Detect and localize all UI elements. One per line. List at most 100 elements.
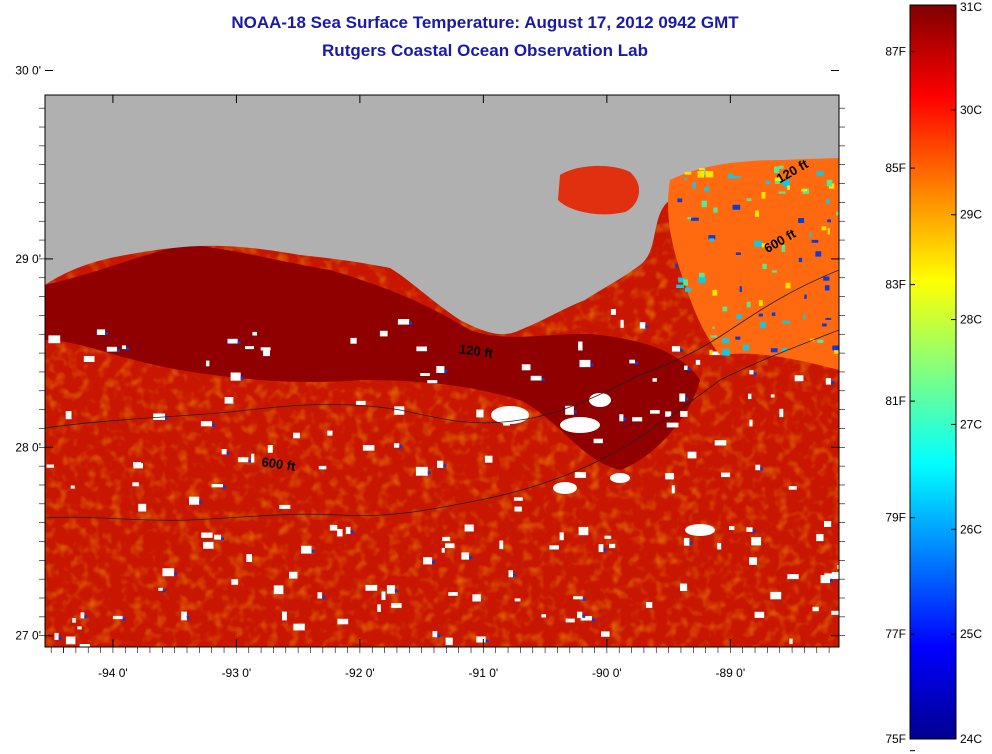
delta-patch (712, 326, 715, 329)
cloud-patch (593, 438, 603, 444)
cloud-patch (610, 473, 630, 483)
cloud-patch (671, 485, 675, 494)
delta-patch (713, 207, 718, 213)
cool-pixel (126, 347, 129, 351)
delta-patch (735, 252, 741, 255)
delta-patch (781, 244, 786, 252)
cloud-patch (246, 554, 252, 562)
delta-patch (675, 263, 678, 268)
delta-patch (771, 312, 776, 316)
colorbar-celsius-label: 30C (960, 103, 982, 117)
cloud-patch (289, 571, 298, 579)
cloud-patch (577, 611, 583, 619)
cloud-patch (711, 351, 722, 356)
cloud-patch (65, 411, 72, 420)
colorbar-celsius-label: 29C (960, 208, 982, 222)
colorbar-fahrenheit-label: 83F (885, 278, 906, 292)
cloud-patch (377, 604, 381, 612)
delta-patch (778, 165, 784, 169)
delta-patch (798, 218, 805, 223)
cloud-patch (646, 602, 653, 608)
delta-patch (677, 198, 683, 203)
cool-pixel (122, 617, 126, 621)
delta-patch (782, 320, 790, 324)
cloud-patch (629, 359, 635, 364)
delta-patch (834, 347, 839, 354)
mississippi-delta-warm-water (668, 158, 839, 370)
cloud-patch (420, 373, 430, 376)
cloud-patch (665, 473, 674, 480)
cloud-patch (746, 527, 753, 532)
delta-patch (822, 323, 827, 327)
cool-pixel (162, 589, 166, 593)
cloud-patch (549, 545, 559, 550)
delta-patch (800, 189, 807, 192)
cool-pixel (199, 500, 203, 504)
delta-cool-patches (675, 165, 839, 356)
cloud-patch (565, 618, 575, 623)
cool-pixel (226, 451, 230, 455)
cloud-patch (441, 547, 445, 553)
delta-patch (775, 240, 778, 244)
cool-pixel (623, 417, 627, 421)
cloud-patch (158, 587, 163, 591)
cloud-patch (639, 322, 646, 329)
cloud-patch (598, 544, 604, 553)
cool-pixel (240, 376, 244, 380)
delta-patch (821, 226, 827, 231)
delta-patch (758, 313, 763, 317)
cool-pixel (432, 560, 436, 564)
cloud-patch (230, 372, 241, 381)
delta-patch (772, 270, 777, 273)
cloud-patch (46, 464, 54, 468)
cloud-patch (687, 451, 697, 459)
cloud-patch (729, 526, 735, 530)
delta-patch (722, 306, 728, 312)
delta-patch (782, 179, 790, 186)
lon-tick-label: -93 0' (222, 666, 252, 680)
cloud-patch (379, 330, 388, 337)
cloud-patch (445, 543, 455, 549)
cloud-patch (365, 584, 378, 591)
delta-patch (735, 336, 741, 340)
delta-patch (754, 240, 762, 247)
cloud-patch (788, 486, 797, 490)
cool-pixel (237, 341, 241, 345)
cloud-patch (200, 421, 212, 427)
cloud-patch (748, 393, 752, 400)
lat-tick-label: 27 0' (15, 629, 41, 643)
cloud-patch (578, 341, 583, 351)
cool-pixel (485, 639, 489, 643)
cloud-patch (476, 409, 484, 418)
cloud-patch (96, 329, 106, 335)
delta-patch (676, 284, 684, 288)
cloud-patch (714, 440, 727, 446)
cloud-patch (362, 445, 375, 451)
lon-tick-label: -89 0' (716, 666, 746, 680)
cool-pixel (322, 595, 326, 599)
cloud-patch (153, 413, 165, 420)
delta-patch (699, 272, 705, 279)
colorbar-fahrenheit-label: 77F (885, 627, 906, 641)
cloud-patch (112, 615, 123, 620)
cloud-patch (436, 366, 445, 373)
delta-patch (685, 287, 691, 292)
cool-pixel (760, 467, 764, 471)
cloud-patch (432, 631, 438, 638)
cool-pixel (689, 541, 693, 545)
cool-pixel (165, 416, 168, 420)
cloud-patch (224, 397, 234, 404)
cloud-patch (397, 319, 410, 325)
cloud-patch (680, 411, 688, 417)
delta-patch (761, 192, 766, 199)
cloud-patch (578, 526, 589, 536)
cloud-patch (530, 375, 542, 381)
cloud-patch (831, 610, 839, 615)
delta-patch (774, 177, 783, 181)
cloud-patch (83, 356, 95, 362)
cloud-patch (749, 419, 753, 427)
lake-pontchartrain-warm-patch (558, 165, 640, 215)
cloud-patch (779, 408, 784, 418)
cloud-patch (394, 406, 405, 415)
